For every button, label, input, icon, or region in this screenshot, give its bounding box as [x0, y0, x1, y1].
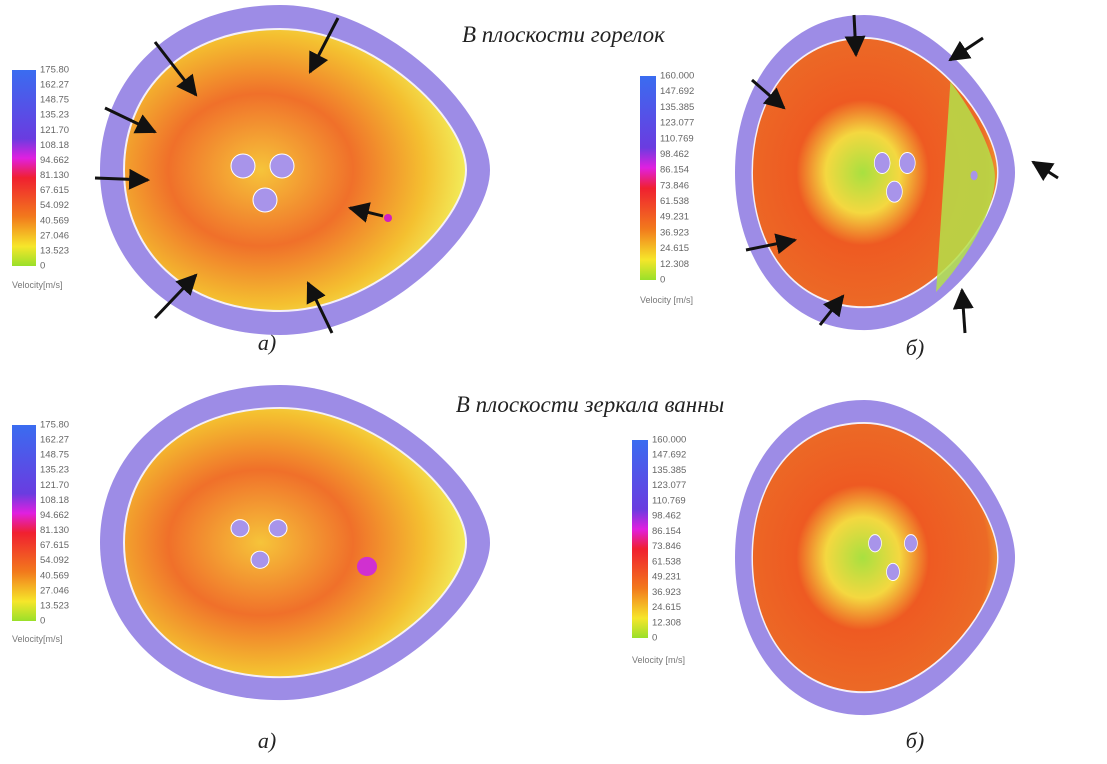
colorbar-tick-label: 54.092: [40, 200, 69, 211]
colorbar-tick-label: 86.154: [660, 165, 689, 176]
colorbar: [12, 70, 36, 266]
colorbar-tick-label: 12.308: [652, 617, 681, 628]
colorbar-tick-label: 123.077: [652, 480, 686, 491]
colorbar-title: Velocity [m/s]: [640, 295, 693, 305]
colorbar-tick-label: 121.70: [40, 480, 69, 491]
colorbar-tick-label: 61.538: [660, 196, 689, 207]
colorbar-tick-label: 67.615: [40, 540, 69, 551]
section-heading: В плоскости зеркала ванны: [456, 392, 724, 417]
colorbar-tick-label: 40.569: [40, 570, 69, 581]
colorbar-tick-label: 108.18: [40, 140, 69, 151]
colorbar-tick-label: 81.130: [40, 525, 69, 536]
colorbar-tick-label: 27.046: [40, 230, 69, 241]
colorbar-tick-label: 0: [660, 275, 665, 286]
colorbar-tick-label: 13.523: [40, 245, 69, 256]
colorbar-tick-label: 135.385: [660, 102, 694, 113]
panel-label: б): [906, 728, 924, 753]
colorbar-tick-label: 0: [40, 616, 45, 627]
colorbar: [12, 425, 36, 621]
colorbar-tick-label: 175.80: [40, 420, 69, 431]
colorbar-tick-label: 135.385: [652, 465, 686, 476]
colorbar-tick-label: 94.662: [40, 510, 69, 521]
colorbar-tick-label: 162.27: [40, 80, 69, 91]
colorbar-tick-label: 123.077: [660, 118, 694, 129]
colorbar-tick-label: 27.046: [40, 585, 69, 596]
velocity-field: [735, 400, 1015, 715]
colorbar-tick-label: 110.769: [652, 495, 686, 506]
colorbar-tick-label: 108.18: [40, 495, 69, 506]
colorbar-tick-label: 12.308: [660, 259, 689, 270]
colorbar-tick-label: 0: [40, 261, 45, 272]
colorbar-tick-label: 147.692: [652, 450, 686, 461]
colorbar-tick-label: 73.846: [660, 180, 689, 191]
colorbar-tick-label: 148.75: [40, 450, 69, 461]
figure: В плоскости горелок В плоскости зеркала …: [0, 0, 1107, 764]
colorbar-tick-label: 54.092: [40, 555, 69, 566]
colorbar-tick-label: 162.27: [40, 435, 69, 446]
colorbar-tick-label: 81.130: [40, 170, 69, 181]
velocity-field: [735, 15, 1015, 330]
colorbar-tick-label: 98.462: [660, 149, 689, 160]
colorbar-tick-label: 0: [652, 633, 657, 644]
colorbar-tick-label: 94.662: [40, 155, 69, 166]
colorbar-tick-label: 148.75: [40, 95, 69, 106]
colorbar: [640, 76, 656, 280]
colorbar-tick-label: 135.23: [40, 110, 69, 121]
velocity-field: [100, 5, 490, 335]
colorbar-tick-label: 160.000: [660, 71, 694, 82]
velocity-field: [100, 385, 490, 700]
colorbar-tick-label: 98.462: [652, 511, 681, 522]
panel-label: б): [906, 335, 924, 360]
colorbar-tick-label: 86.154: [652, 526, 681, 537]
colorbar-title: Velocity[m/s]: [12, 280, 63, 290]
colorbar-tick-label: 110.769: [660, 133, 694, 144]
colorbar-tick-label: 24.615: [652, 602, 681, 613]
panel-label: а): [258, 330, 276, 355]
colorbar-tick-label: 24.615: [660, 243, 689, 254]
colorbar-tick-label: 175.80: [40, 65, 69, 76]
colorbar-tick-label: 49.231: [660, 212, 689, 223]
colorbar-tick-label: 121.70: [40, 125, 69, 136]
simulation-images: [100, 5, 1015, 715]
colorbar: [632, 440, 648, 638]
colorbar-tick-label: 147.692: [660, 86, 694, 97]
colorbar-tick-label: 61.538: [652, 556, 681, 567]
colorbar-tick-label: 49.231: [652, 572, 681, 583]
colorbar-title: Velocity[m/s]: [12, 634, 63, 644]
colorbar-tick-label: 36.923: [660, 227, 689, 238]
colorbar-title: Velocity [m/s]: [632, 655, 685, 665]
colorbar-tick-label: 135.23: [40, 465, 69, 476]
colorbar-tick-label: 40.569: [40, 215, 69, 226]
colorbar-tick-label: 73.846: [652, 541, 681, 552]
colorbar-tick-label: 67.615: [40, 185, 69, 196]
colorbar-tick-label: 36.923: [652, 587, 681, 598]
panel-label: а): [258, 728, 276, 753]
colorbar-tick-label: 160.000: [652, 435, 686, 446]
colorbar-tick-label: 13.523: [40, 600, 69, 611]
section-heading: В плоскости горелок: [462, 22, 665, 47]
